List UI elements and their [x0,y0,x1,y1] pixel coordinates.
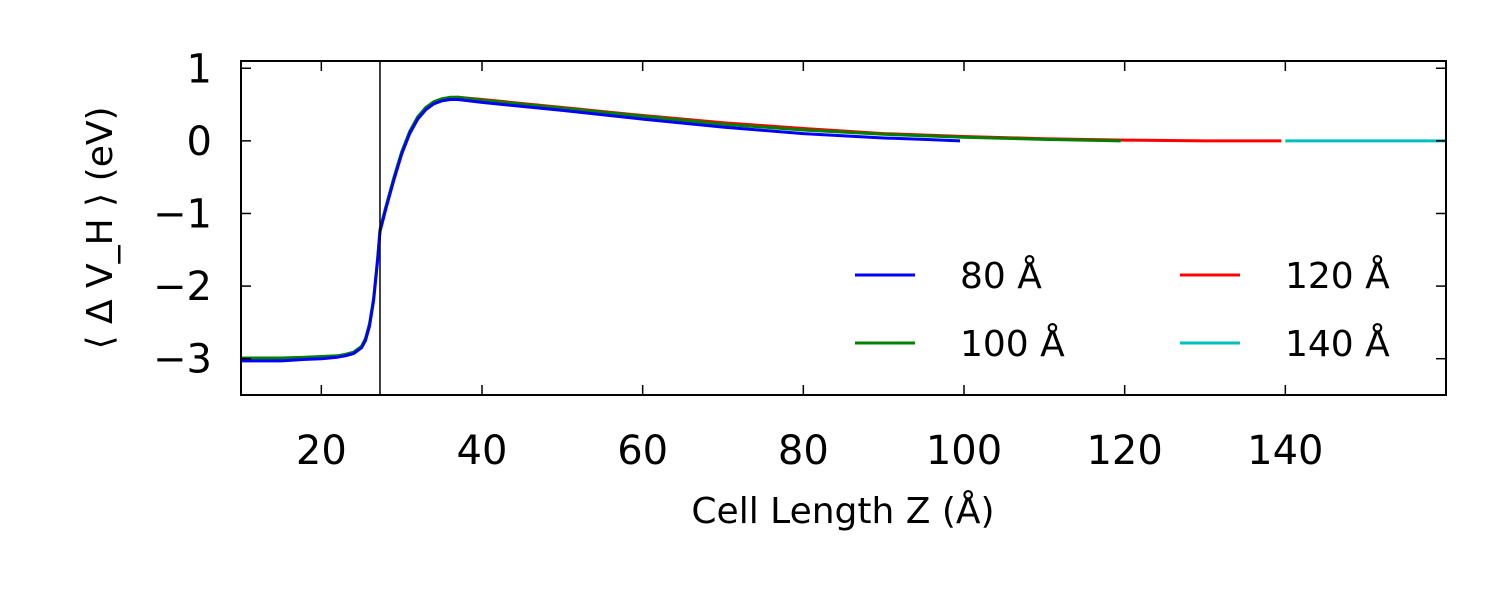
legend-label-2: 120 Å [1285,254,1390,297]
plot-frame [240,60,1447,396]
legend-label-3: 140 Å [1285,322,1390,365]
legend-label-0: 80 Å [960,254,1042,297]
legend: 80 Å 100 Å 120 Å 140 Å [855,254,1390,365]
x-tick-label-2: 60 [617,428,668,474]
y-axis-label: ⟨ Δ V_H ⟩ (eV) [80,106,121,349]
x-tick-label-1: 40 [457,428,508,474]
legend-label-1: 100 Å [960,322,1065,365]
series-line-0 [241,98,961,363]
y-tick-label-0: 1 [187,46,212,92]
x-tick-label-4: 100 [926,428,1002,474]
x-axis-label: Cell Length Z (Å) [691,489,994,532]
y-tick-label-1: 0 [187,119,212,165]
y-tick-label-4: −3 [153,337,212,383]
x-tick-label-6: 140 [1247,428,1323,474]
x-tick-label-0: 20 [296,428,347,474]
x-tick-label-5: 120 [1086,428,1162,474]
x-tick-label-3: 80 [778,428,829,474]
y-tick-label-3: −2 [153,264,212,310]
plot-area [241,61,1446,395]
y-tick-label-2: −1 [153,191,212,237]
